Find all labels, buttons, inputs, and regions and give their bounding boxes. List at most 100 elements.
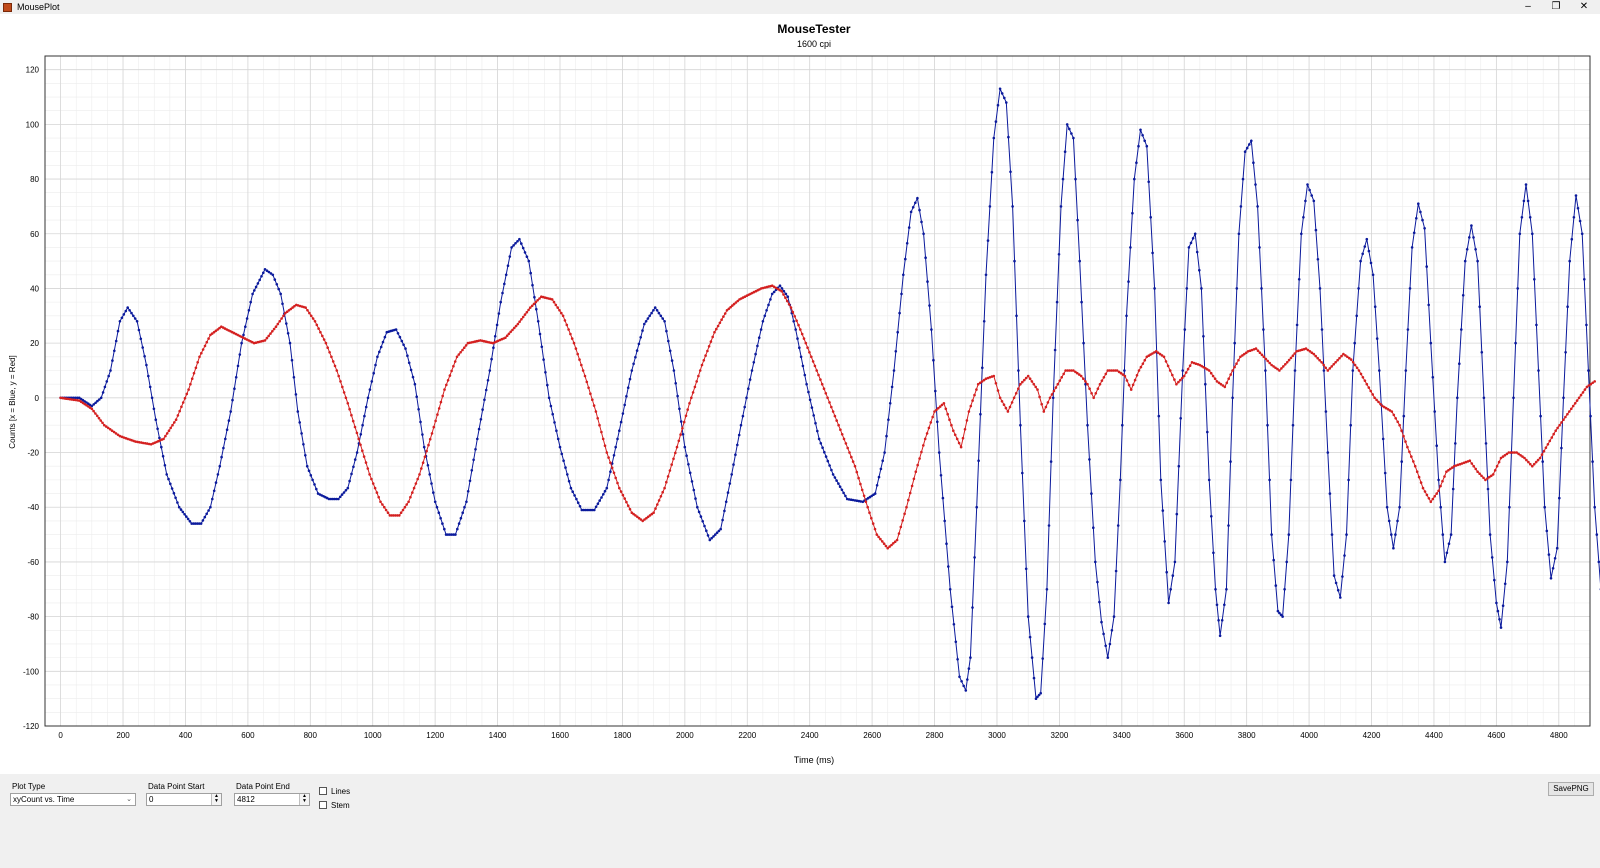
data-point (381, 340, 385, 344)
spinner-arrows-icon[interactable]: ▲ ▼ (299, 794, 309, 805)
data-point (630, 511, 634, 514)
data-point (1324, 410, 1328, 413)
data-point (1558, 496, 1561, 500)
data-point (770, 292, 774, 296)
data-point (855, 499, 859, 503)
data-point (598, 423, 601, 427)
data-point (1191, 237, 1195, 240)
data-point (1282, 365, 1285, 368)
close-icon[interactable]: ✕ (1579, 1, 1589, 12)
data-point (1324, 366, 1327, 370)
data-point (265, 269, 269, 272)
data-point (1552, 432, 1555, 436)
data-point (583, 374, 587, 378)
data-point (1055, 300, 1059, 304)
data-point (1439, 505, 1442, 509)
restore-icon[interactable]: ❐ (1551, 1, 1561, 12)
data-point (181, 510, 185, 514)
data-point (1300, 232, 1303, 236)
data-point (1225, 588, 1228, 591)
data-point (341, 385, 344, 389)
data-point (368, 388, 372, 391)
data-point (1574, 194, 1578, 197)
data-point (1182, 374, 1186, 378)
data-point (454, 533, 457, 536)
data-point (359, 443, 362, 447)
data-point (1441, 479, 1444, 483)
data-point (1570, 407, 1573, 411)
data-point (885, 434, 888, 438)
data-point (1254, 183, 1257, 186)
data-point (1210, 515, 1213, 518)
data-point (1589, 414, 1592, 418)
data-point (308, 311, 311, 315)
data-point (229, 410, 232, 413)
lines-checkbox[interactable] (319, 787, 327, 795)
stem-checkbox[interactable] (319, 801, 327, 809)
data-point (1400, 460, 1403, 463)
data-point (796, 337, 799, 340)
data-point (1495, 601, 1498, 605)
data-point (1566, 412, 1569, 416)
spinner-arrows-icon[interactable]: ▲ ▼ (211, 794, 221, 805)
data-point (1231, 396, 1234, 400)
plot-type-dropdown[interactable]: xyCount vs. Time ⌄ (10, 793, 136, 806)
data-point (871, 522, 875, 525)
data-point (186, 517, 190, 521)
data-point (881, 540, 884, 543)
data-point (1480, 351, 1484, 354)
data-point (614, 445, 617, 449)
series-line-0 (60, 86, 1600, 700)
data-point (1361, 376, 1365, 379)
data-point (1351, 369, 1355, 372)
data-point (1219, 382, 1223, 386)
data-point (900, 292, 903, 296)
data-point (1088, 387, 1091, 391)
data-point (772, 290, 776, 294)
data-point (1547, 553, 1551, 556)
data-point (317, 327, 320, 330)
data-point (759, 328, 763, 331)
data-point (1320, 328, 1324, 331)
data-point (1076, 218, 1079, 222)
data-point (1010, 401, 1014, 404)
data-point (1049, 460, 1053, 463)
data-point (623, 497, 626, 500)
data-point (1094, 392, 1098, 395)
data-point (141, 346, 144, 349)
data-point (551, 412, 554, 416)
data-point (1486, 477, 1489, 480)
data-point (1166, 364, 1170, 368)
x-tick-label: 4200 (1363, 731, 1381, 740)
data-point (582, 508, 585, 512)
data-point (304, 306, 307, 309)
data-point (1080, 300, 1083, 304)
data-point (1470, 462, 1474, 465)
data-point (1185, 287, 1189, 290)
data-point (1276, 367, 1279, 371)
data-point (1304, 199, 1307, 203)
data-point-end-input[interactable]: 4812 ▲ ▼ (234, 793, 310, 806)
data-point (797, 323, 800, 327)
data-point (591, 508, 594, 512)
data-point (925, 432, 929, 435)
data-point (718, 321, 722, 325)
data-point (386, 511, 390, 514)
data-point (143, 355, 146, 358)
lines-label: Lines (331, 787, 351, 796)
data-point (1463, 259, 1467, 263)
data-point (1437, 478, 1440, 482)
data-point (542, 358, 545, 361)
data-point (688, 402, 691, 405)
data-point (1231, 369, 1234, 372)
data-point (835, 479, 838, 482)
minimize-icon[interactable]: – (1525, 1, 1531, 12)
data-point (667, 339, 670, 343)
save-png-button[interactable]: SavePNG (1548, 782, 1594, 796)
data-point (1468, 459, 1472, 463)
data-point (1318, 358, 1321, 362)
data-point (319, 330, 322, 334)
data-point (113, 349, 116, 353)
data-point (798, 346, 801, 350)
data-point-start-input[interactable]: 0 ▲ ▼ (146, 793, 222, 806)
